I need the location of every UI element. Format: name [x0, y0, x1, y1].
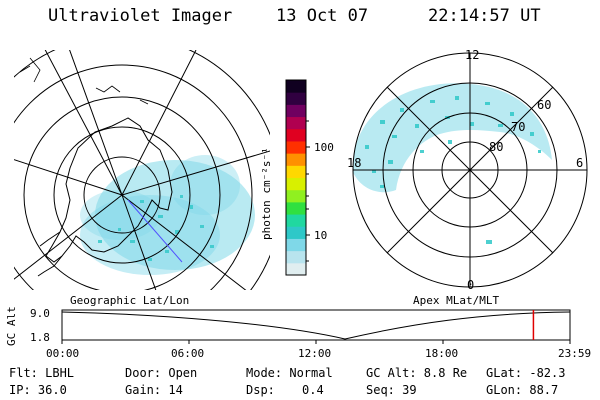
filter-status: Flt: LBHL: [9, 366, 75, 380]
gain-status: Gain: 14: [125, 383, 183, 397]
colorbar-swatch: [286, 104, 306, 118]
colorbar-swatch: [286, 177, 306, 191]
colorbar-border: [285, 79, 307, 276]
colorbar-swatch: [286, 201, 306, 215]
colorbar-ticks: [306, 120, 310, 262]
altitude-ylabel: GC Alt: [5, 306, 18, 346]
colorbar-swatch: [286, 80, 306, 93]
geographic-caption: Geographic Lat/Lon: [70, 294, 190, 307]
mlt-meridians: [353, 53, 587, 287]
aurora-speckle-geographic: [98, 195, 214, 261]
colorbar-swatch: [286, 128, 306, 142]
antarctica-coastline: [45, 117, 173, 263]
altitude-plot: [61, 309, 571, 344]
colorbar-swatch: [286, 92, 306, 105]
colorbar-swatch: [286, 140, 306, 154]
antarctic-peninsula: [37, 231, 63, 277]
latitude-circles: [14, 50, 270, 290]
altitude-xtick-4: 23:59: [558, 347, 592, 360]
glat-status: GLat: -82.3: [486, 366, 566, 380]
altitude-xtick-3: 18:00: [425, 347, 459, 360]
glon-status: GLon: 88.7: [486, 383, 559, 397]
meridian-lines: [14, 50, 270, 290]
colorbar: [285, 79, 307, 276]
aurora-emission-geographic: [80, 155, 255, 275]
gc-altitude-status: GC Alt: 8.8 Re: [366, 366, 468, 380]
dsp-label: Dsp:: [246, 383, 275, 397]
mlt-label-0: 0: [467, 278, 475, 292]
image-date: 13 Oct 07: [276, 6, 369, 26]
terminator-line: [127, 199, 183, 263]
colorbar-unit-label: photon cm⁻²s⁻¹: [260, 147, 273, 240]
dsp-value: 0.4: [302, 383, 324, 397]
altitude-ymax: 9.0: [30, 307, 50, 320]
door-status: Door: Open: [125, 366, 198, 380]
colorbar-swatch: [286, 214, 306, 227]
sequence-status: Seq: 39: [366, 383, 417, 397]
mlt-label-12: 12: [465, 48, 480, 62]
mlat-label-60: 60: [537, 98, 552, 112]
colorbar-swatch: [286, 116, 306, 130]
altitude-x-ticks: [61, 340, 571, 344]
apex-caption: Apex MLat/MLT: [413, 294, 500, 307]
colorbar-swatch: [286, 165, 306, 178]
altitude-ymin: 1.8: [30, 331, 50, 344]
geographic-map: [14, 50, 270, 290]
mlat-label-80: 80: [489, 140, 504, 154]
altitude-xtick-1: 06:00: [171, 347, 205, 360]
mode-status: Mode: Normal: [246, 366, 333, 380]
colorbar-tick-10: 10: [314, 229, 328, 242]
mlat-label-70: 70: [511, 120, 526, 134]
instrument-title: Ultraviolet Imager: [48, 6, 233, 26]
coastline-islands: [19, 57, 149, 105]
colorbar-swatch: [286, 262, 306, 276]
image-time: 22:14:57 UT: [428, 6, 541, 26]
altitude-xtick-0: 00:00: [46, 347, 80, 360]
colorbar-swatch: [286, 189, 306, 203]
colorbar-swatch: [286, 250, 306, 264]
colorbar-swatch: [286, 238, 306, 252]
colorbar-swatch: [286, 153, 306, 166]
mlt-label-18: 18: [347, 156, 362, 170]
altitude-curve: [61, 311, 571, 340]
altitude-xtick-2: 12:00: [298, 347, 332, 360]
mlat-mlt-map: [352, 52, 588, 288]
mlt-label-6: 6: [576, 156, 584, 170]
ip-status: IP: 36.0: [9, 383, 67, 397]
colorbar-tick-100: 100: [314, 141, 334, 154]
aurora-emission-magnetic: [353, 83, 552, 244]
colorbar-swatch: [286, 226, 306, 239]
